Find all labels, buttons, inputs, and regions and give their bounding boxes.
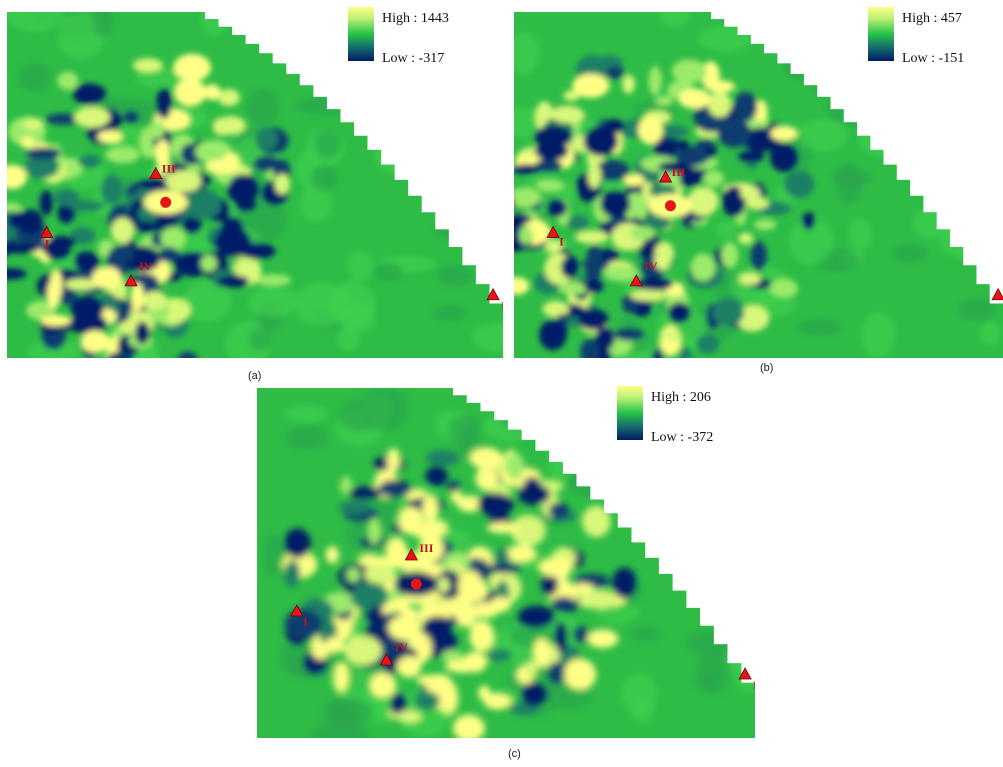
- caption-c: (c): [508, 748, 521, 760]
- station-label: IV: [139, 259, 153, 273]
- epicenter-marker: [664, 200, 676, 212]
- color-ramp: [348, 7, 374, 61]
- station-label: I: [45, 236, 50, 250]
- caption-b: (b): [760, 362, 774, 374]
- legend-low-label: Low : -372: [651, 430, 714, 445]
- station-marker: [404, 548, 419, 561]
- station-label: III: [162, 162, 176, 176]
- legend-a: High : 1443 Low : -317: [348, 7, 488, 67]
- epicenter-marker: [410, 578, 422, 590]
- station-label: IV: [644, 259, 658, 273]
- epicenter-marker: [160, 196, 172, 208]
- map-panel-b: IIIIIIIV: [514, 12, 1003, 358]
- station-marker: [124, 274, 138, 287]
- legend-low-label: Low : -151: [902, 51, 965, 66]
- station-marker: [486, 287, 500, 301]
- station-marker: [991, 287, 1003, 301]
- map-a: IIIIIIIV: [7, 12, 503, 358]
- color-ramp: [868, 7, 894, 61]
- station-label: II: [753, 678, 755, 692]
- station-label: III: [419, 541, 433, 555]
- map-b: IIIIIIIV: [514, 12, 1003, 358]
- station-label: III: [672, 165, 686, 179]
- station-marker: [629, 274, 643, 287]
- station-marker: [290, 604, 304, 617]
- legend-b: High : 457 Low : -151: [868, 7, 1000, 67]
- station-label: IV: [394, 640, 408, 654]
- color-ramp: [617, 386, 643, 440]
- map-c: IIIIIIIV: [257, 388, 755, 738]
- station-label: II: [501, 299, 503, 313]
- station-marker: [149, 166, 163, 180]
- station-marker: [40, 225, 54, 238]
- legend-low-label: Low : -317: [382, 51, 445, 66]
- map-panel-a: IIIIIIIV: [7, 12, 503, 358]
- map-panel-c: IIIIIIIV: [257, 388, 755, 738]
- caption-a: (a): [248, 370, 262, 382]
- station-label: I: [559, 234, 564, 248]
- legend-high-label: High : 1443: [382, 11, 449, 26]
- station-marker: [658, 170, 673, 183]
- legend-high-label: High : 457: [902, 11, 962, 26]
- station-marker: [546, 225, 560, 238]
- legend-high-label: High : 206: [651, 390, 711, 405]
- station-marker: [379, 653, 394, 666]
- station-marker: [738, 667, 752, 680]
- station-label: I: [303, 615, 308, 629]
- legend-c: High : 206 Low : -372: [617, 386, 747, 446]
